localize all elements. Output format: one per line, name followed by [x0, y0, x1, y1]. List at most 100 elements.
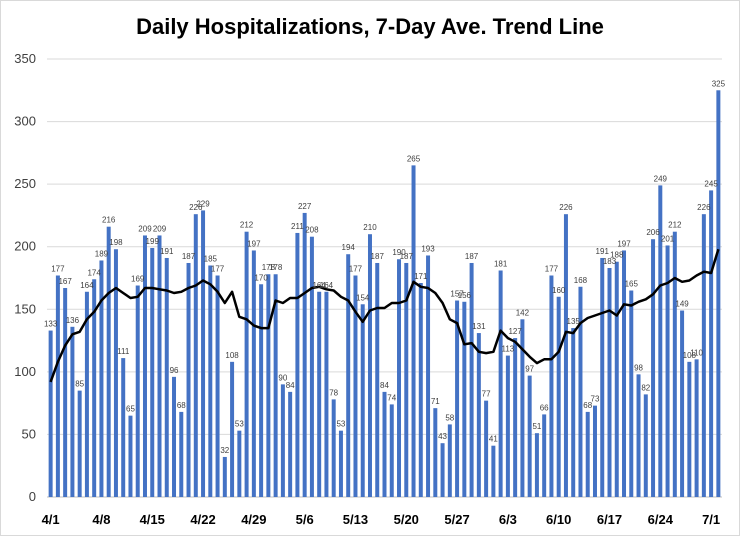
bar-data-label: 85: [75, 380, 84, 389]
bar: [426, 255, 431, 497]
bar-data-label: 68: [583, 401, 592, 410]
bar-data-label: 209: [138, 224, 152, 233]
x-tick-label: 5/27: [444, 512, 469, 527]
bar-data-label: 177: [349, 264, 363, 273]
bar: [563, 214, 568, 498]
bar-data-label: 177: [211, 264, 225, 273]
bar: [680, 310, 685, 497]
bar: [665, 245, 670, 497]
bar-data-label: 168: [574, 276, 588, 285]
bar: [353, 275, 358, 497]
bar: [222, 456, 227, 497]
x-tick-label: 6/10: [546, 512, 571, 527]
bar: [186, 262, 191, 497]
bar: [55, 275, 60, 497]
bar: [614, 261, 619, 497]
bar-data-label: 135: [567, 317, 581, 326]
bar-data-label: 226: [697, 203, 711, 212]
bar: [382, 391, 387, 497]
bar-data-label: 164: [320, 281, 334, 290]
bar: [273, 274, 278, 497]
bar: [128, 415, 133, 497]
bar-data-label: 90: [278, 373, 287, 382]
bar: [701, 214, 706, 498]
bar: [338, 430, 343, 497]
bar-data-label: 227: [298, 202, 312, 211]
y-tick-label: 50: [22, 426, 36, 441]
bar: [99, 260, 104, 497]
bar-data-label: 74: [387, 393, 396, 402]
bar-data-label: 78: [329, 388, 338, 397]
bar-data-label: 197: [617, 239, 631, 248]
bar: [651, 239, 656, 497]
bar: [179, 411, 184, 497]
x-tick-label: 5/6: [296, 512, 314, 527]
bar: [324, 291, 329, 497]
bar-data-label: 169: [131, 275, 145, 284]
bar-data-label: 208: [305, 226, 319, 235]
bar-data-label: 178: [269, 263, 283, 272]
bar: [259, 284, 264, 497]
bar: [440, 443, 445, 497]
bar: [578, 286, 583, 497]
bar-data-label: 188: [610, 251, 624, 260]
bar: [709, 190, 714, 497]
bar-data-label: 160: [552, 286, 566, 295]
bar: [491, 445, 496, 497]
bar: [157, 235, 162, 498]
bar-data-label: 229: [196, 199, 210, 208]
bar: [215, 275, 220, 497]
bar: [135, 285, 140, 497]
bar-data-label: 174: [87, 268, 101, 277]
bar-data-label: 108: [683, 351, 697, 360]
bar-data-label: 181: [494, 259, 508, 268]
bar: [77, 390, 82, 497]
bar-data-label: 111: [117, 347, 130, 356]
bar-data-label: 209: [153, 224, 167, 233]
bar: [106, 226, 111, 498]
bar: [113, 249, 118, 497]
bar: [230, 361, 235, 497]
bar: [266, 274, 271, 497]
bar: [505, 355, 510, 497]
bar-data-label: 194: [342, 243, 356, 252]
bar: [201, 210, 206, 497]
bar: [476, 333, 481, 497]
bar: [237, 430, 242, 497]
bar: [433, 408, 438, 497]
bar: [397, 259, 402, 497]
bar-data-label: 43: [438, 432, 447, 441]
bar: [317, 291, 322, 497]
bar-data-label: 189: [95, 249, 109, 258]
bar-data-label: 51: [532, 422, 541, 431]
bar: [309, 236, 314, 497]
bar-data-label: 156: [458, 291, 472, 300]
chart-title: Daily Hospitalizations, 7-Day Ave. Trend…: [136, 14, 604, 39]
bar-data-label: 136: [66, 316, 80, 325]
trend-line: [49, 248, 720, 383]
bar: [251, 250, 256, 497]
bar: [172, 376, 177, 497]
x-tick-label: 4/15: [140, 512, 165, 527]
bar-data-label: 98: [634, 363, 643, 372]
bar: [418, 283, 423, 497]
bar-data-label: 226: [559, 203, 573, 212]
bar: [150, 247, 155, 497]
bar-data-label: 131: [472, 322, 486, 331]
bar: [164, 257, 169, 497]
bar: [694, 359, 699, 497]
y-tick-label: 100: [14, 364, 36, 379]
bar: [585, 411, 590, 497]
bar: [331, 399, 336, 497]
y-tick-label: 200: [14, 239, 36, 254]
bar: [592, 405, 597, 497]
bar: [447, 424, 452, 497]
bar: [527, 375, 532, 497]
bar-data-label: 41: [489, 435, 498, 444]
bar: [484, 400, 489, 497]
bar-data-label: 84: [380, 381, 389, 390]
bar: [658, 185, 663, 497]
bar-data-label: 199: [146, 237, 160, 246]
bar-data-label: 212: [668, 221, 682, 230]
